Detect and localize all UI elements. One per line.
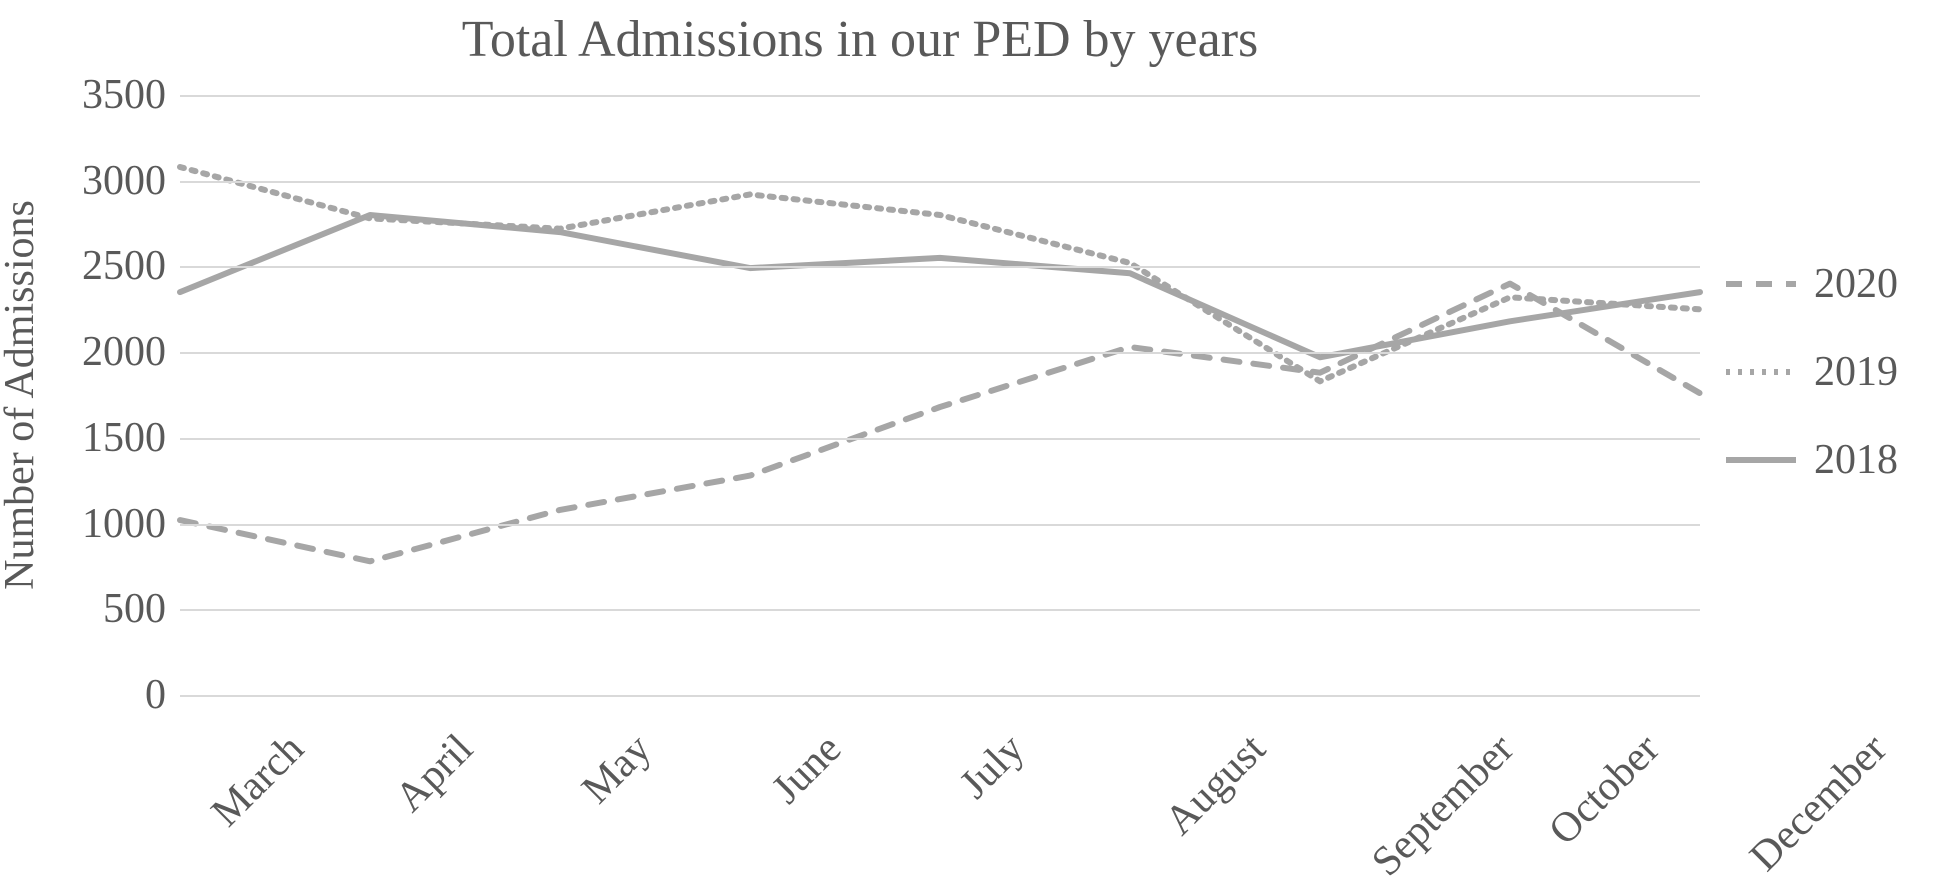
legend-swatch-icon xyxy=(1726,357,1796,387)
legend-item-2019: 2019 xyxy=(1726,348,1926,396)
y-tick-label: 1000 xyxy=(26,500,166,548)
y-tick-label: 3000 xyxy=(26,157,166,205)
y-tick-label: 0 xyxy=(26,671,166,719)
y-tick-label: 500 xyxy=(26,585,166,633)
legend-swatch-icon xyxy=(1726,445,1796,475)
chart-title: Total Admissions in our PED by years xyxy=(0,10,1720,69)
y-tick-label: 2000 xyxy=(26,328,166,376)
x-tick-label: August xyxy=(1156,725,1276,845)
legend-label: 2018 xyxy=(1814,436,1898,484)
y-tick-label: 3500 xyxy=(26,71,166,119)
gridline xyxy=(180,352,1700,354)
legend-item-2020: 2020 xyxy=(1726,260,1926,308)
legend: 2020 2019 2018 xyxy=(1726,260,1926,524)
x-tick-label: April xyxy=(386,725,483,822)
y-tick-label: 1500 xyxy=(26,414,166,462)
y-tick-label: 2500 xyxy=(26,242,166,290)
legend-label: 2020 xyxy=(1814,260,1898,308)
series-line-2018 xyxy=(180,215,1700,357)
x-tick-label: May xyxy=(573,725,661,813)
x-tick-label: June xyxy=(763,725,851,813)
x-tick-label: October xyxy=(1540,725,1670,855)
x-tick-label: September xyxy=(1363,725,1524,886)
series-line-2020 xyxy=(180,284,1700,562)
legend-item-2018: 2018 xyxy=(1726,436,1926,484)
x-tick-label: March xyxy=(202,725,313,836)
x-tick-label: July xyxy=(951,725,1034,808)
gridline xyxy=(180,609,1700,611)
series-line-2019 xyxy=(180,167,1700,381)
plot-area xyxy=(180,95,1700,695)
chart-svg xyxy=(180,95,1700,695)
gridline xyxy=(180,95,1700,97)
gridline xyxy=(180,438,1700,440)
chart-container: Total Admissions in our PED by years Num… xyxy=(0,0,1946,886)
x-tick-label: December xyxy=(1741,725,1897,881)
gridline xyxy=(180,181,1700,183)
legend-swatch-icon xyxy=(1726,269,1796,299)
gridline xyxy=(180,524,1700,526)
gridline xyxy=(180,266,1700,268)
legend-label: 2019 xyxy=(1814,348,1898,396)
gridline xyxy=(180,695,1700,697)
